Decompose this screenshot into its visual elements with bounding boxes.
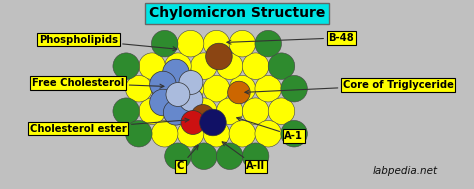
Text: B-48: B-48 [227, 33, 354, 44]
Circle shape [229, 120, 255, 147]
Text: Core of Triglyceride: Core of Triglyceride [245, 80, 454, 94]
Circle shape [242, 53, 269, 79]
Circle shape [177, 75, 204, 102]
Circle shape [203, 75, 230, 102]
Circle shape [181, 111, 205, 134]
Circle shape [113, 98, 139, 125]
Circle shape [151, 75, 178, 102]
Circle shape [191, 143, 217, 170]
Circle shape [113, 53, 139, 79]
Text: labpedia.net: labpedia.net [373, 166, 438, 176]
Circle shape [229, 30, 255, 57]
Circle shape [126, 120, 152, 147]
Circle shape [163, 59, 189, 86]
Circle shape [179, 70, 203, 94]
Circle shape [217, 143, 243, 170]
Circle shape [191, 105, 215, 129]
Circle shape [164, 53, 191, 79]
Circle shape [151, 120, 178, 147]
Circle shape [164, 98, 191, 125]
Circle shape [203, 120, 230, 147]
Circle shape [255, 120, 282, 147]
Circle shape [255, 75, 282, 102]
Circle shape [191, 53, 217, 79]
Circle shape [203, 30, 230, 57]
Circle shape [164, 100, 189, 125]
Circle shape [150, 71, 176, 98]
Circle shape [281, 75, 307, 102]
Circle shape [242, 143, 269, 170]
Circle shape [268, 98, 295, 125]
Circle shape [126, 75, 152, 102]
Circle shape [177, 120, 204, 147]
Circle shape [217, 53, 243, 79]
Circle shape [228, 81, 250, 104]
Circle shape [151, 30, 178, 57]
Circle shape [206, 43, 232, 70]
Circle shape [150, 89, 176, 116]
Circle shape [217, 98, 243, 125]
Circle shape [179, 88, 203, 112]
Circle shape [177, 30, 204, 57]
Circle shape [281, 120, 307, 147]
Text: Cholesterol ester: Cholesterol ester [30, 118, 189, 133]
Circle shape [229, 75, 255, 102]
Text: A-1: A-1 [237, 117, 303, 141]
Text: A-II: A-II [222, 142, 265, 171]
Circle shape [166, 83, 190, 106]
Circle shape [139, 98, 165, 125]
Text: Phospholipids: Phospholipids [39, 35, 177, 51]
Circle shape [242, 98, 269, 125]
Circle shape [191, 98, 217, 125]
Circle shape [268, 53, 295, 79]
Circle shape [255, 30, 282, 57]
Text: Chylomicron Structure: Chylomicron Structure [149, 6, 325, 20]
Circle shape [139, 53, 165, 79]
Text: Free Cholesterol: Free Cholesterol [32, 78, 164, 88]
Circle shape [164, 143, 191, 170]
Circle shape [200, 109, 226, 136]
Text: C: C [176, 146, 198, 171]
